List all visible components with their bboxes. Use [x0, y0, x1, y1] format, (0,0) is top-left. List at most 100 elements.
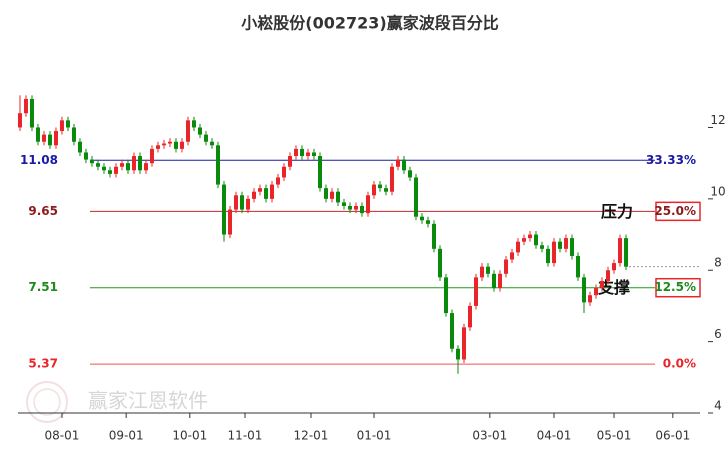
candle-body [29, 98, 34, 128]
candle-body [269, 184, 274, 199]
candle-body [624, 238, 629, 267]
level-percent-label: 25.0% [654, 204, 696, 218]
candle-body [341, 202, 346, 206]
candle-body [113, 166, 118, 174]
candle-body [420, 216, 425, 221]
level-percent-label: 0.0% [663, 357, 696, 371]
candle-body [552, 241, 557, 264]
level-price-label: 7.51 [28, 280, 58, 294]
x-tick-label: 06-01 [655, 429, 690, 443]
candle-body [546, 248, 551, 264]
candle-body [570, 238, 575, 256]
candle-body [233, 195, 238, 210]
candle-body [203, 134, 208, 142]
candle-body [468, 305, 473, 328]
candle-body [209, 141, 214, 146]
candle-body [263, 188, 268, 199]
candle-body [582, 277, 587, 303]
candle-body [53, 131, 58, 146]
candle-body [41, 134, 46, 142]
candle-body [372, 184, 377, 196]
candle-body [329, 191, 334, 199]
level-percent-label: 12.5% [654, 280, 696, 294]
candle-body [299, 148, 304, 157]
y-tick-label: 12 [710, 113, 725, 127]
y-tick-label: 10 [710, 184, 725, 198]
candle-body [366, 195, 371, 214]
candle-body [522, 238, 527, 242]
candle-body [408, 170, 413, 178]
candle-body [606, 270, 611, 281]
candle-body [516, 241, 521, 253]
level-price-label: 5.37 [28, 357, 58, 371]
candle-body [414, 177, 419, 217]
candle-body [510, 252, 515, 260]
candle-body [245, 198, 250, 210]
y-tick-label: 4 [714, 399, 722, 413]
candle-body [221, 184, 226, 235]
candle-body [378, 184, 383, 189]
candle-body [432, 223, 437, 249]
candle-body [137, 156, 142, 171]
candle-body [293, 148, 298, 157]
candle-body [594, 288, 599, 296]
candle-body [480, 266, 485, 278]
y-tick-label: 8 [714, 256, 722, 270]
candle-body [576, 255, 581, 278]
candle-body [438, 248, 443, 278]
candle-body [191, 120, 196, 128]
candle-body [35, 127, 40, 142]
candle-body [83, 152, 88, 160]
x-tick-label: 05-01 [597, 429, 632, 443]
watermark-logo [26, 381, 68, 423]
candle-body [486, 266, 491, 274]
level-box [655, 277, 701, 298]
x-tick-label: 12-01 [294, 429, 329, 443]
candle-body [101, 166, 106, 171]
candle-body [504, 259, 509, 274]
level-price-label: 9.65 [28, 204, 58, 218]
candle-body [540, 245, 545, 249]
x-tick-label: 03-01 [472, 429, 507, 443]
candle-body [317, 156, 322, 189]
x-tick-label: 10-01 [172, 429, 207, 443]
candle-body [360, 205, 365, 214]
chart-title: 小崧股份(002723)赢家波段百分比 [241, 14, 498, 33]
candle-body [462, 327, 467, 360]
candle-body [17, 113, 22, 128]
candle-body [149, 148, 154, 164]
candle-body [323, 188, 328, 199]
candle-body [600, 280, 605, 289]
candle-body [95, 163, 100, 167]
candle-body [173, 141, 178, 149]
candle-body [474, 277, 479, 306]
support-label: 支撑 [597, 278, 630, 297]
candle-body [444, 277, 449, 314]
candle-body [384, 188, 389, 192]
candle-body [47, 134, 52, 146]
candle-body [251, 191, 256, 199]
candle-body [185, 120, 190, 142]
candle-body [305, 152, 310, 157]
candle-body [119, 163, 124, 167]
candle-body [492, 273, 497, 289]
candle-body [155, 145, 160, 149]
candle-body [534, 234, 539, 246]
candle-body [402, 159, 407, 171]
x-tick-label: 01-01 [357, 429, 392, 443]
candle-body [197, 127, 202, 135]
candle-body [426, 220, 431, 224]
candle-body [107, 170, 112, 174]
candle-body [287, 156, 292, 167]
candle-body [71, 127, 76, 142]
candle-body [311, 152, 316, 157]
watermark: 赢家江恩软件 [88, 389, 208, 413]
candle-body [390, 166, 395, 192]
resistance-label: 压力 [601, 202, 633, 221]
candle-body [275, 177, 280, 185]
candle-body [65, 120, 70, 128]
candle-body [558, 241, 563, 249]
candle-body [77, 141, 82, 153]
candle-body [353, 205, 358, 210]
